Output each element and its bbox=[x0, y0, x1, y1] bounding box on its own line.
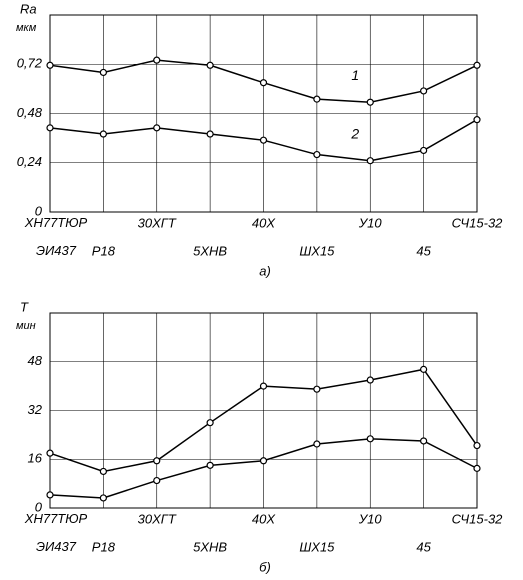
x-tick-label: 30ХГТ bbox=[138, 215, 177, 230]
data-point bbox=[259, 382, 268, 390]
y-tick-label: 0 bbox=[35, 499, 43, 514]
data-point bbox=[259, 79, 268, 87]
data-point bbox=[153, 476, 161, 485]
data-point bbox=[420, 437, 428, 445]
data-point bbox=[473, 441, 481, 450]
y-tick-label: 0 bbox=[35, 203, 43, 218]
y-tick-label: 0,24 bbox=[17, 154, 42, 169]
data-point bbox=[153, 56, 161, 64]
x-tick-label: У10 bbox=[358, 511, 383, 526]
x-tick-label: ШХ15 bbox=[299, 243, 335, 258]
data-point bbox=[153, 124, 161, 132]
data-point bbox=[473, 464, 481, 472]
data-point bbox=[206, 461, 214, 469]
data-point bbox=[366, 376, 374, 384]
data-point bbox=[366, 157, 374, 165]
data-point bbox=[259, 136, 268, 144]
data-point bbox=[153, 457, 161, 465]
x-tick-label: Р18 bbox=[92, 539, 116, 554]
caption: б) bbox=[259, 559, 271, 574]
y-tick-label: 48 bbox=[28, 353, 43, 368]
data-point bbox=[259, 457, 268, 465]
data-point bbox=[46, 124, 54, 132]
caption: а) bbox=[259, 263, 271, 278]
series-label: 2 bbox=[350, 125, 359, 141]
data-point bbox=[46, 449, 54, 457]
data-point bbox=[473, 61, 481, 69]
data-point bbox=[46, 491, 54, 499]
y-axis-label: T bbox=[20, 299, 29, 314]
y-axis-label: Ra bbox=[20, 1, 37, 16]
data-point bbox=[99, 68, 107, 77]
data-point bbox=[99, 467, 107, 476]
data-point bbox=[366, 435, 374, 443]
x-tick-label: У10 bbox=[358, 215, 383, 230]
x-tick-label: 5ХНВ bbox=[193, 243, 227, 258]
data-point bbox=[206, 61, 214, 69]
data-point bbox=[473, 116, 481, 124]
data-point bbox=[99, 494, 107, 502]
data-point bbox=[313, 150, 321, 159]
x-tick-label: 40Х bbox=[252, 215, 276, 230]
x-tick-label: 45 bbox=[416, 243, 431, 258]
data-point bbox=[313, 385, 321, 393]
x-tick-label: 40Х bbox=[252, 511, 276, 526]
data-point bbox=[313, 95, 321, 103]
x-tick-label: 5ХНВ bbox=[193, 539, 227, 554]
x-tick-label: 30ХГТ bbox=[138, 511, 177, 526]
data-point bbox=[420, 365, 428, 373]
x-tick-label: СЧ15-32 bbox=[452, 215, 504, 230]
data-point bbox=[206, 419, 214, 427]
y-tick-label: 32 bbox=[28, 402, 43, 417]
x-tick-label: ШХ15 bbox=[299, 539, 335, 554]
series-label: 1 bbox=[351, 67, 359, 83]
x-tick-label: ХН77ТЮР ЭИ437 bbox=[24, 215, 88, 258]
data-point bbox=[366, 98, 374, 106]
x-tick-label: Р18 bbox=[92, 243, 116, 258]
data-point bbox=[420, 146, 428, 155]
x-tick-label: СЧ15-32 bbox=[452, 511, 504, 526]
x-tick-label: 45 bbox=[416, 539, 431, 554]
y-axis-unit: мкм bbox=[16, 22, 37, 34]
y-axis-unit: мин bbox=[16, 320, 36, 332]
x-tick-label: ХН77ТЮР ЭИ437 bbox=[24, 511, 88, 554]
data-point bbox=[206, 130, 214, 138]
data-point bbox=[420, 87, 428, 95]
data-point bbox=[313, 440, 321, 448]
y-tick-label: 0,48 bbox=[17, 105, 43, 120]
data-point bbox=[99, 130, 107, 138]
y-tick-label: 16 bbox=[28, 451, 43, 466]
y-tick-label: 0,72 bbox=[17, 56, 43, 71]
data-point bbox=[46, 61, 54, 69]
